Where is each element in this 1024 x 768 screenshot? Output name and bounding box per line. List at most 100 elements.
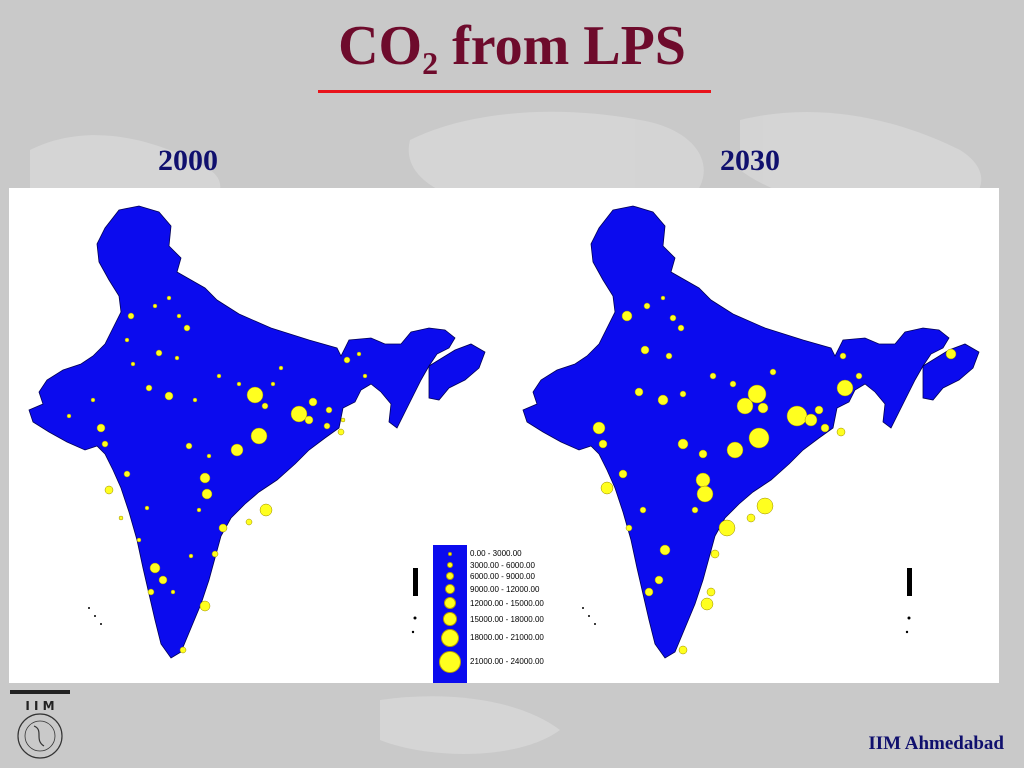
- india-map-2030: [522, 205, 980, 659]
- plant-marker: [323, 422, 331, 430]
- plant-marker: [152, 303, 158, 309]
- plant-marker: [158, 575, 168, 585]
- plant-marker: [640, 345, 650, 355]
- plant-marker: [669, 314, 677, 322]
- plant-marker: [679, 390, 687, 398]
- plant-marker: [196, 507, 202, 513]
- plant-marker: [201, 488, 213, 500]
- logo-monogram: I I M: [25, 699, 54, 713]
- plant-marker: [756, 497, 774, 515]
- plant-marker: [643, 302, 651, 310]
- plant-marker: [747, 384, 767, 404]
- islands-2030: [582, 568, 912, 634]
- plant-marker: [304, 415, 314, 425]
- plant-marker: [657, 394, 669, 406]
- plant-marker: [147, 588, 155, 596]
- legend-circle: [444, 597, 456, 609]
- plant-marker: [104, 485, 114, 495]
- plant-marker: [625, 524, 633, 532]
- plant-marker: [325, 406, 333, 414]
- plant-marker: [362, 373, 368, 379]
- plant-marker: [726, 441, 744, 459]
- plant-marker: [192, 397, 198, 403]
- plant-marker: [678, 645, 688, 655]
- year-label-2030: 2030: [720, 144, 780, 177]
- plant-marker: [696, 485, 714, 503]
- plant-marker: [600, 481, 614, 495]
- plant-marker: [659, 544, 671, 556]
- legend-label: 21000.00 - 24000.00: [470, 657, 544, 666]
- map-panel: 0.00 - 3000.00 3000.00 - 6000.00 6000.00…: [9, 188, 999, 683]
- year-label-2000: 2000: [158, 144, 218, 177]
- plant-marker: [709, 372, 717, 380]
- india-map-2000: [28, 205, 486, 659]
- legend-item: 3000.00 - 6000.00: [433, 561, 543, 575]
- plant-marker: [677, 324, 685, 332]
- plant-marker: [340, 417, 346, 423]
- plant-marker: [130, 361, 136, 367]
- plant-marker: [250, 427, 268, 445]
- plant-marker: [155, 349, 163, 357]
- plant-marker: [343, 356, 351, 364]
- legend-label: 9000.00 - 12000.00: [470, 585, 540, 594]
- plant-marker: [621, 310, 633, 322]
- plant-marker: [246, 386, 264, 404]
- plant-marker: [710, 549, 720, 559]
- legend-label: 6000.00 - 9000.00: [470, 572, 535, 581]
- plant-marker: [101, 440, 109, 448]
- plant-marker: [199, 472, 211, 484]
- legend-circle: [439, 651, 461, 673]
- plant-marker: [748, 427, 770, 449]
- legend-item: 15000.00 - 18000.00: [433, 612, 544, 629]
- plant-marker: [149, 562, 161, 574]
- plant-marker: [145, 384, 153, 392]
- plant-marker: [660, 295, 666, 301]
- title-underline: [318, 90, 711, 93]
- plant-marker: [261, 402, 269, 410]
- legend-item: 21000.00 - 24000.00: [433, 651, 544, 673]
- plant-marker: [164, 391, 174, 401]
- plant-marker: [836, 379, 854, 397]
- plant-marker: [245, 518, 253, 526]
- plant-marker: [839, 352, 847, 360]
- legend-circle: [448, 552, 452, 556]
- plant-marker: [216, 373, 222, 379]
- legend-circle: [447, 562, 453, 568]
- plant-marker: [270, 381, 276, 387]
- title-subscript: 2: [422, 45, 439, 81]
- plant-marker: [736, 397, 754, 415]
- legend-label: 15000.00 - 18000.00: [470, 615, 544, 624]
- plant-marker: [290, 405, 308, 423]
- plant-marker: [700, 597, 714, 611]
- plant-marker: [308, 397, 318, 407]
- plant-marker: [654, 575, 664, 585]
- plant-marker: [695, 472, 711, 488]
- plant-marker: [618, 469, 628, 479]
- legend-circle: [443, 612, 457, 626]
- plant-marker: [639, 506, 647, 514]
- plant-marker: [199, 600, 211, 612]
- plant-marker: [786, 405, 808, 427]
- plant-marker: [718, 519, 736, 537]
- plant-marker: [746, 513, 756, 523]
- title-rest: from LPS: [438, 15, 686, 77]
- legend-item: 9000.00 - 12000.00: [433, 584, 543, 599]
- footer-institution: IIM Ahmedabad: [868, 733, 1004, 754]
- plant-marker: [644, 587, 654, 597]
- plant-marker: [230, 443, 244, 457]
- plant-marker: [236, 381, 242, 387]
- plant-marker: [127, 312, 135, 320]
- plant-marker: [278, 365, 284, 371]
- plant-marker: [598, 439, 608, 449]
- legend-item: 12000.00 - 15000.00: [433, 597, 544, 613]
- lps-markers-2030: [592, 295, 957, 655]
- plant-marker: [836, 427, 846, 437]
- plant-marker: [166, 295, 172, 301]
- iim-logo: I I M: [10, 690, 70, 759]
- plant-marker: [144, 505, 150, 511]
- legend-item: 0.00 - 3000.00: [433, 549, 543, 563]
- plant-marker: [665, 352, 673, 360]
- islands-2000: [88, 568, 418, 634]
- legend-item: 6000.00 - 9000.00: [433, 572, 543, 586]
- plant-marker: [136, 537, 142, 543]
